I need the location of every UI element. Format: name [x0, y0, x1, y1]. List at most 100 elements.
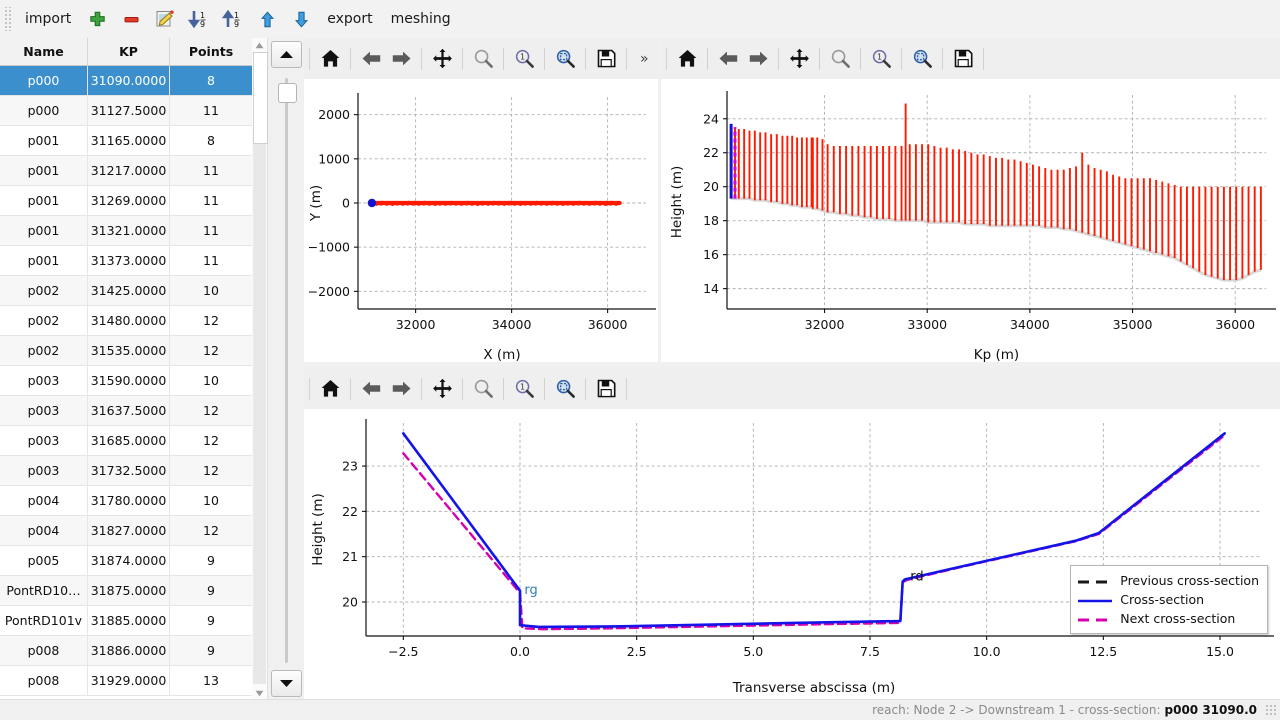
cell-points[interactable]: 11 — [169, 95, 252, 126]
table-row[interactable]: p005 31874.0000 9 — [0, 545, 252, 576]
pan-move-icon[interactable] — [427, 44, 457, 74]
magnifier-one-icon[interactable]: 1 — [866, 44, 896, 74]
slider-handle[interactable] — [278, 83, 297, 103]
back-arrow-icon[interactable] — [713, 44, 743, 74]
cell-points[interactable]: 12 — [169, 515, 252, 546]
cell-points[interactable]: 10 — [169, 275, 252, 306]
cell-points[interactable]: 11 — [169, 245, 252, 276]
cell-name[interactable]: p008 — [0, 635, 88, 666]
cell-points[interactable]: 10 — [169, 485, 252, 516]
cross-section-table[interactable]: Name KP Points p000 31090.0000 8 p000 31127.… — [0, 38, 253, 700]
cell-points[interactable]: 9 — [169, 545, 252, 576]
table-row[interactable]: p003 31685.0000 12 — [0, 425, 252, 456]
table-row[interactable]: p003 31732.5000 12 — [0, 455, 252, 486]
table-row[interactable]: p000 31127.5000 11 — [0, 95, 252, 126]
cell-points[interactable]: 11 — [169, 185, 252, 216]
cell-name[interactable]: p002 — [0, 305, 88, 336]
cell-points[interactable]: 12 — [169, 455, 252, 486]
move-down-icon[interactable] — [286, 4, 316, 34]
cross-section-figure[interactable]: rg rd −2.5 0.0 2.5 5.0 7.5 10.0 12.5 15.0 20 21 22 23… — [304, 409, 1280, 700]
cell-kp[interactable]: 31535.0000 — [87, 335, 170, 366]
table-row[interactable]: PontRD10… 31875.0000 9 — [0, 575, 252, 606]
table-row[interactable]: p002 31425.0000 10 — [0, 275, 252, 306]
cell-name[interactable]: p001 — [0, 185, 88, 216]
table-row[interactable]: p001 31269.0000 11 — [0, 185, 252, 216]
table-row[interactable]: p003 31590.0000 10 — [0, 365, 252, 396]
cell-name[interactable]: p004 — [0, 515, 88, 546]
magnifier-icon[interactable] — [825, 44, 855, 74]
cell-kp[interactable]: 31590.0000 — [87, 365, 170, 396]
cell-kp[interactable]: 31165.0000 — [87, 125, 170, 156]
cell-name[interactable]: p000 — [0, 95, 88, 126]
forward-arrow-icon[interactable] — [743, 44, 773, 74]
table-row[interactable]: p001 31373.0000 11 — [0, 245, 252, 276]
cell-points[interactable]: 9 — [169, 635, 252, 666]
pan-move-icon[interactable] — [784, 44, 814, 74]
magnifier-rect-icon[interactable] — [550, 374, 580, 404]
cell-name[interactable]: p002 — [0, 335, 88, 366]
magnifier-one-icon[interactable]: 1 — [509, 374, 539, 404]
slider-down-button[interactable] — [271, 670, 302, 697]
cell-points[interactable]: 12 — [169, 395, 252, 426]
cell-kp[interactable]: 31685.0000 — [87, 425, 170, 456]
import-menu[interactable]: import — [25, 11, 72, 27]
table-row[interactable]: p004 31780.0000 10 — [0, 485, 252, 516]
sort-descending-icon[interactable]: 1 9 — [184, 4, 214, 34]
cell-kp[interactable]: 31127.5000 — [87, 95, 170, 126]
cell-kp[interactable]: 31425.0000 — [87, 275, 170, 306]
table-row[interactable]: p003 31637.5000 12 — [0, 395, 252, 426]
cell-kp[interactable]: 31321.0000 — [87, 215, 170, 246]
remove-icon[interactable] — [116, 4, 146, 34]
cell-name[interactable]: p003 — [0, 395, 88, 426]
cell-name[interactable]: PontRD101v — [0, 605, 88, 636]
back-arrow-icon[interactable] — [356, 44, 386, 74]
cell-points[interactable]: 10 — [169, 365, 252, 396]
cell-points[interactable]: 11 — [169, 155, 252, 186]
save-floppy-icon[interactable] — [591, 44, 621, 74]
edit-icon[interactable] — [150, 4, 180, 34]
home-icon[interactable] — [672, 44, 702, 74]
cell-points[interactable]: 12 — [169, 425, 252, 456]
cell-kp[interactable]: 31827.0000 — [87, 515, 170, 546]
move-up-icon[interactable] — [252, 4, 282, 34]
cell-name[interactable]: p008 — [0, 665, 88, 696]
horizontal-splitter[interactable] — [304, 362, 1280, 368]
table-row[interactable]: p001 31321.0000 11 — [0, 215, 252, 246]
cell-points[interactable]: 8 — [169, 65, 252, 96]
column-header-name[interactable]: Name — [0, 38, 88, 66]
cell-points[interactable]: 13 — [169, 665, 252, 696]
table-row[interactable]: p008 31929.0000 13 — [0, 665, 252, 696]
table-row[interactable]: PontRD101v 31885.0000 9 — [0, 605, 252, 636]
cell-kp[interactable]: 31732.5000 — [87, 455, 170, 486]
save-floppy-icon[interactable] — [948, 44, 978, 74]
cell-kp[interactable]: 31874.0000 — [87, 545, 170, 576]
vertical-splitter[interactable] — [658, 38, 661, 362]
slider-groove[interactable] — [285, 78, 288, 663]
back-arrow-icon[interactable] — [356, 374, 386, 404]
scrollbar-track[interactable] — [252, 52, 268, 686]
table-row[interactable]: p001 31217.0000 11 — [0, 155, 252, 186]
scrollbar-thumb[interactable] — [253, 52, 268, 144]
cell-points[interactable]: 9 — [169, 575, 252, 606]
table-row[interactable]: p004 31827.0000 12 — [0, 515, 252, 546]
cell-kp[interactable]: 31090.0000 — [87, 65, 170, 96]
cell-kp[interactable]: 31886.0000 — [87, 635, 170, 666]
cell-kp[interactable]: 31269.0000 — [87, 185, 170, 216]
save-floppy-icon[interactable] — [591, 374, 621, 404]
cell-name[interactable]: p003 — [0, 455, 88, 486]
magnifier-one-icon[interactable]: 1 — [509, 44, 539, 74]
magnifier-icon[interactable] — [468, 374, 498, 404]
scroll-down-arrow-icon[interactable] — [252, 686, 267, 700]
cell-kp[interactable]: 31637.5000 — [87, 395, 170, 426]
column-header-kp[interactable]: KP — [87, 38, 170, 66]
scrollbar-lower-track[interactable] — [253, 144, 266, 684]
cell-kp[interactable]: 31885.0000 — [87, 605, 170, 636]
resize-grip[interactable] — [1265, 704, 1277, 716]
cell-name[interactable]: p001 — [0, 245, 88, 276]
table-scrollbar[interactable] — [252, 38, 268, 700]
cell-points[interactable]: 8 — [169, 125, 252, 156]
sort-ascending-icon[interactable]: 1 9 — [218, 4, 248, 34]
cell-name[interactable]: PontRD10… — [0, 575, 88, 606]
table-row[interactable]: p000 31090.0000 8 — [0, 65, 252, 96]
table-row[interactable]: p001 31165.0000 8 — [0, 125, 252, 156]
